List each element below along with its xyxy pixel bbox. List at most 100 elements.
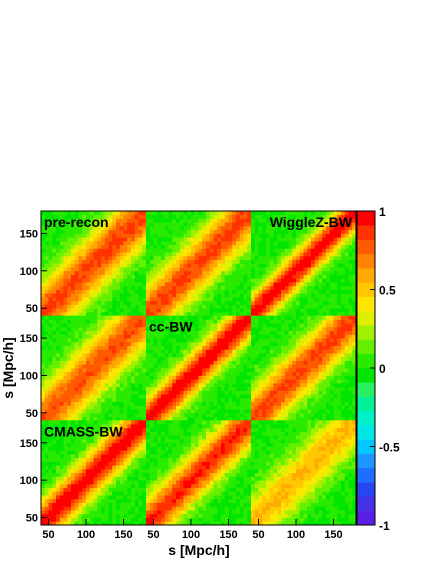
heatmap-cell xyxy=(56,285,61,290)
heatmap-cell xyxy=(202,364,207,369)
heatmap-cell xyxy=(44,424,49,429)
heatmap-cell xyxy=(123,308,128,313)
heatmap-cell xyxy=(67,248,72,253)
heatmap-cell xyxy=(221,289,226,294)
heatmap-cell xyxy=(221,282,226,287)
heatmap-cell xyxy=(258,379,263,384)
heatmap-cell xyxy=(71,282,76,287)
heatmap-cell xyxy=(228,375,233,380)
heatmap-cell xyxy=(74,453,79,459)
heatmap-cell xyxy=(326,300,331,305)
heatmap-cell xyxy=(194,259,199,264)
heatmap-cell xyxy=(131,409,136,414)
heatmap-cell xyxy=(86,278,91,283)
heatmap-cell xyxy=(176,397,181,403)
heatmap-cell xyxy=(251,330,256,335)
heatmap-cell xyxy=(254,364,259,369)
heatmap-cell xyxy=(213,364,218,369)
heatmap-cell xyxy=(183,244,188,249)
heatmap-cell xyxy=(247,225,252,231)
heatmap-cell xyxy=(78,259,83,264)
heatmap-cell xyxy=(326,293,331,298)
heatmap-cell xyxy=(307,233,312,238)
heatmap-cell xyxy=(352,341,357,346)
heatmap-cell xyxy=(348,341,353,346)
heatmap-cell xyxy=(127,252,132,257)
heatmap-cell xyxy=(179,323,184,328)
heatmap-cell xyxy=(232,405,237,410)
heatmap-cell xyxy=(63,285,68,290)
heatmap-cell xyxy=(123,360,128,365)
heatmap-cell xyxy=(93,416,98,421)
heatmap-cell xyxy=(348,255,353,260)
heatmap-cell xyxy=(191,334,196,339)
heatmap-cell xyxy=(52,259,57,264)
heatmap-cell xyxy=(228,248,233,253)
heatmap-cell xyxy=(217,409,222,414)
heatmap-cell xyxy=(273,300,278,305)
heatmap-cell xyxy=(273,304,278,309)
heatmap-cell xyxy=(67,510,72,515)
heatmap-cell xyxy=(86,237,91,242)
heatmap-cell xyxy=(119,319,124,324)
heatmap-cell xyxy=(93,364,98,369)
heatmap-cell xyxy=(243,248,248,253)
heatmap-cell xyxy=(146,300,151,305)
heatmap-cell xyxy=(52,278,57,283)
heatmap-cell xyxy=(97,218,102,223)
heatmap-cell xyxy=(262,240,267,246)
heatmap-cell xyxy=(164,364,169,369)
heatmap-cell xyxy=(116,326,121,332)
heatmap-cell xyxy=(228,233,233,238)
heatmap-cell xyxy=(71,285,76,290)
heatmap-cell xyxy=(258,353,263,358)
heatmap-cell xyxy=(232,278,237,283)
heatmap-cell xyxy=(179,382,184,388)
heatmap-cell xyxy=(161,214,166,219)
heatmap-cell xyxy=(93,300,98,305)
heatmap-cell xyxy=(176,360,181,365)
heatmap-cell xyxy=(97,382,102,388)
heatmap-cell xyxy=(318,293,323,298)
heatmap-cell xyxy=(299,278,304,283)
heatmap-cell xyxy=(232,315,237,320)
heatmap-cell xyxy=(311,274,316,279)
heatmap-cell xyxy=(59,386,64,391)
heatmap-cell xyxy=(224,330,229,335)
heatmap-cell xyxy=(344,296,349,302)
heatmap-cell xyxy=(311,222,316,227)
heatmap-cell xyxy=(41,289,46,294)
heatmap-cell xyxy=(44,244,49,249)
heatmap-cell xyxy=(236,345,241,350)
heatmap-cell xyxy=(228,386,233,391)
heatmap-cell xyxy=(187,353,192,358)
heatmap-cell xyxy=(119,330,124,335)
heatmap-cell xyxy=(157,326,162,332)
heatmap-cell xyxy=(333,278,338,283)
heatmap-cell xyxy=(123,323,128,328)
heatmap-cell xyxy=(273,248,278,253)
heatmap-cell xyxy=(269,364,274,369)
heatmap-cell xyxy=(314,368,319,373)
heatmap-cell xyxy=(127,341,132,346)
heatmap-cell xyxy=(348,263,353,268)
heatmap-cell xyxy=(254,341,259,346)
heatmap-cell xyxy=(63,304,68,309)
heatmap-cell xyxy=(232,330,237,335)
heatmap-cell xyxy=(344,319,349,324)
heatmap-cell xyxy=(224,248,229,253)
heatmap-cell xyxy=(352,248,357,253)
heatmap-cell xyxy=(194,386,199,391)
heatmap-cell xyxy=(266,274,271,279)
heatmap-cell xyxy=(266,382,271,388)
heatmap-cell xyxy=(281,222,286,227)
heatmap-cell xyxy=(78,416,83,421)
heatmap-cell xyxy=(251,296,256,302)
heatmap-cell xyxy=(337,360,342,365)
heatmap-cell xyxy=(127,229,132,234)
heatmap-cell xyxy=(74,498,79,503)
heatmap-cell xyxy=(284,356,289,361)
heatmap-cell xyxy=(131,360,136,365)
heatmap-cell xyxy=(269,334,274,339)
heatmap-cell xyxy=(187,225,192,231)
